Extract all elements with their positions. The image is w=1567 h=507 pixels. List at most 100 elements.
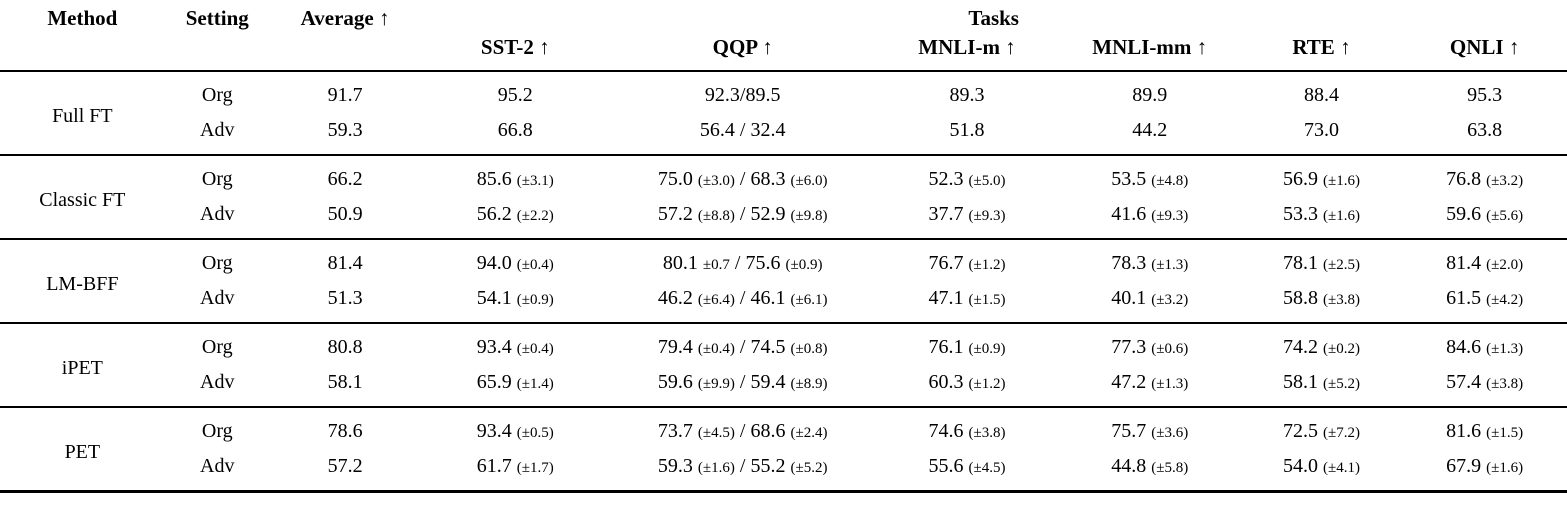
std-dev-value: (±1.6)	[1322, 173, 1360, 189]
std-dev-value: (±6.1)	[790, 292, 828, 308]
average-cell: 50.9	[327, 203, 363, 225]
score-value: 84.6	[1446, 336, 1482, 358]
std-dev-value: (±1.5)	[1486, 425, 1524, 441]
score-value: 88.4	[1303, 84, 1339, 106]
score-value: 40.1	[1111, 287, 1147, 309]
score-cell: 58.8 (±3.8)	[1241, 281, 1403, 323]
score-value: 76.1	[928, 336, 964, 358]
score-cell: 58.1 (±5.2)	[1241, 365, 1403, 407]
average-cell: 80.8	[327, 336, 363, 358]
std-dev-value: (±1.2)	[968, 376, 1006, 392]
setting-cell: Org	[201, 168, 233, 190]
std-dev-value: (±3.1)	[516, 173, 554, 189]
std-dev-value: (±2.4)	[790, 425, 828, 441]
score-value: 56.2	[476, 203, 512, 225]
std-dev-value: (±6.4)	[697, 292, 735, 308]
std-dev-value: (±1.6)	[1322, 208, 1360, 224]
score-value: 80.1	[662, 252, 698, 274]
score-cell: 46.2 (±6.4) / 46.1 (±6.1)	[610, 281, 875, 323]
score-value: 63.8	[1467, 119, 1503, 141]
setting-cell: Adv	[200, 203, 235, 225]
method-group: Full FT Org 91.7 95.2 92.3/89.5 89.3 89.9 88.4 9…	[0, 71, 1567, 155]
std-dev-value: (±0.8)	[790, 341, 828, 357]
score-cell: 67.9 (±1.6)	[1402, 449, 1567, 492]
col-header-method: Method	[47, 6, 118, 30]
average-cell: 91.7	[327, 84, 363, 106]
col-header-task-1: QQP ↑	[712, 35, 773, 59]
score-cell: 94.0 (±0.4)	[420, 239, 610, 281]
table-row: Adv 57.2 61.7 (±1.7) 59.3 (±1.6) / 55.2 (±5…	[0, 449, 1567, 492]
score-value: 75.0	[657, 168, 693, 190]
std-dev-value: (±3.8)	[968, 425, 1006, 441]
table-row: iPET Org 80.8 93.4 (±0.4) 79.4 (±0.4) / 74.5…	[0, 323, 1567, 379]
score-value: 68.6	[750, 420, 786, 442]
score-cell: 41.6 (±9.3)	[1059, 197, 1241, 239]
std-dev-value: (±1.6)	[1486, 460, 1524, 476]
score-cell: 75.7 (±3.6)	[1059, 407, 1241, 449]
score-value: 46.2	[657, 287, 693, 309]
score-cell: 89.9	[1059, 71, 1241, 113]
table-row: Full FT Org 91.7 95.2 92.3/89.5 89.3 89.9 88.4 9…	[0, 71, 1567, 127]
score-cell: 47.2 (±1.3)	[1059, 365, 1241, 407]
average-cell: 51.3	[327, 287, 363, 309]
average-cell: 81.4	[327, 252, 363, 274]
std-dev-value: (±5.0)	[968, 173, 1006, 189]
std-dev-value: (±5.2)	[1322, 376, 1360, 392]
score-value: 55.2	[750, 455, 786, 477]
std-dev-value: (±0.6)	[1151, 341, 1189, 357]
col-header-setting: Setting	[185, 6, 249, 30]
score-value: 37.7	[928, 203, 964, 225]
score-cell: 56.4 / 32.4	[610, 113, 875, 155]
score-cell: 89.3	[875, 71, 1059, 113]
std-dev-value: (±1.4)	[516, 376, 554, 392]
score-cell: 57.2 (±8.8) / 52.9 (±9.8)	[610, 197, 875, 239]
score-cell: 65.9 (±1.4)	[420, 365, 610, 407]
score-cell: 76.8 (±3.2)	[1402, 155, 1567, 197]
score-value: 59.6	[657, 371, 693, 393]
table-row: PET Org 78.6 93.4 (±0.5) 73.7 (±4.5) / 68.6 …	[0, 407, 1567, 463]
score-value: 55.6	[928, 455, 964, 477]
score-value: 41.6	[1111, 203, 1147, 225]
score-value: 51.8	[949, 119, 985, 141]
method-group: PET Org 78.6 93.4 (±0.5) 73.7 (±4.5) / 68.6 …	[0, 407, 1567, 492]
score-value: 77.3	[1111, 336, 1147, 358]
std-dev-value: (±0.4)	[516, 341, 554, 357]
std-dev-value: (±7.2)	[1322, 425, 1360, 441]
col-header-tasks-group: Tasks	[968, 6, 1019, 30]
method-cell: Classic FT	[39, 188, 126, 211]
score-cell: 93.4 (±0.4)	[420, 323, 610, 365]
std-dev-value: (±3.2)	[1151, 292, 1189, 308]
score-value: 92.3/89.5	[704, 84, 781, 106]
std-dev-value: (±4.5)	[697, 425, 735, 441]
table-row: LM-BFF Org 81.4 94.0 (±0.4) 80.1 ±0.7 / 75.6…	[0, 239, 1567, 295]
score-value: 73.7	[657, 420, 693, 442]
method-cell: LM-BFF	[46, 272, 119, 295]
setting-cell: Org	[201, 252, 233, 274]
std-dev-value: (±0.4)	[697, 341, 735, 357]
score-cell: 52.3 (±5.0)	[875, 155, 1059, 197]
std-dev-value: (±6.0)	[790, 173, 828, 189]
score-value: 66.8	[497, 119, 533, 141]
col-header-average: Average ↑	[300, 6, 390, 30]
std-dev-value: (±4.5)	[968, 460, 1006, 476]
score-cell: 73.7 (±4.5) / 68.6 (±2.4)	[610, 407, 875, 449]
setting-cell: Adv	[200, 371, 235, 393]
score-cell: 74.2 (±0.2)	[1241, 323, 1403, 365]
score-value: 58.8	[1282, 287, 1318, 309]
average-cell: 78.6	[327, 420, 363, 442]
std-dev-value: (±1.3)	[1151, 376, 1189, 392]
score-value: 78.1	[1282, 252, 1318, 274]
score-cell: 76.1 (±0.9)	[875, 323, 1059, 365]
score-value: /	[739, 455, 746, 477]
score-value: 95.2	[497, 84, 533, 106]
score-value: 59.6	[1446, 203, 1482, 225]
score-value: /	[739, 203, 746, 225]
score-cell: 74.6 (±3.8)	[875, 407, 1059, 449]
std-dev-value: (±9.9)	[697, 376, 735, 392]
score-value: 56.9	[1282, 168, 1318, 190]
score-value: 54.0	[1282, 455, 1318, 477]
col-header-task-0: SST-2 ↑	[480, 35, 550, 59]
score-cell: 95.2	[420, 71, 610, 113]
score-value: 56.4 / 32.4	[699, 119, 786, 141]
